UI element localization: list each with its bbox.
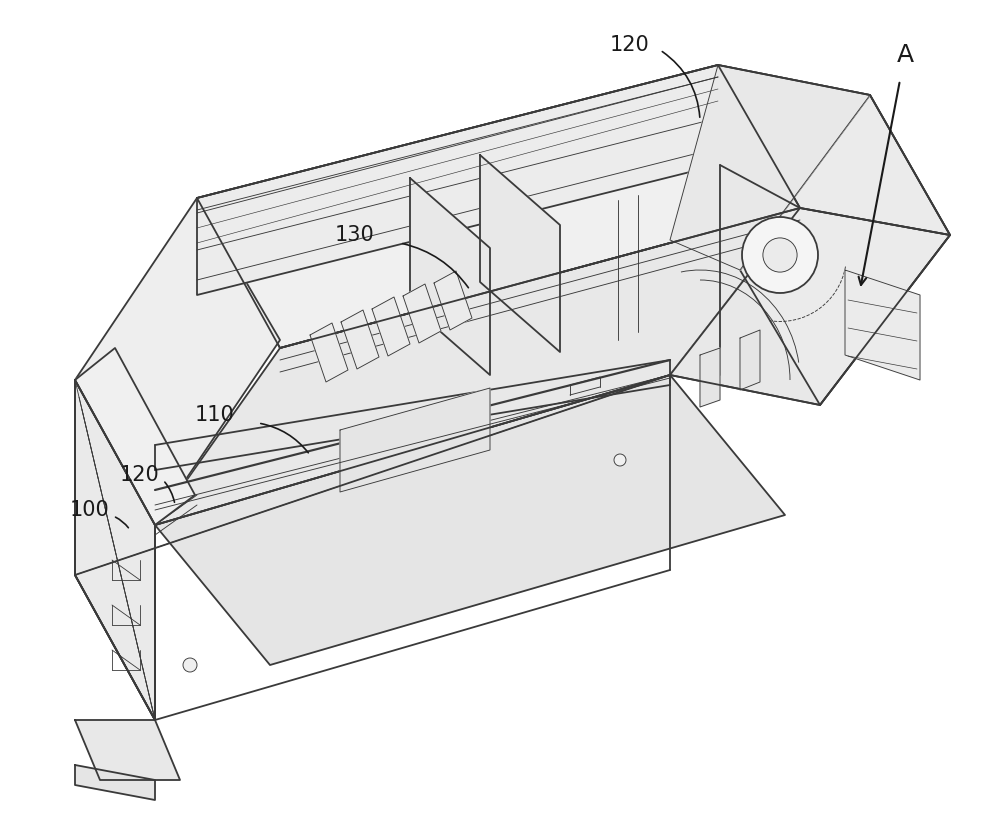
Circle shape	[183, 658, 197, 672]
Polygon shape	[155, 208, 800, 525]
Polygon shape	[197, 65, 718, 295]
Text: A: A	[896, 43, 914, 67]
Polygon shape	[75, 198, 280, 525]
Polygon shape	[845, 270, 920, 380]
Polygon shape	[670, 65, 870, 270]
Polygon shape	[740, 330, 760, 390]
Polygon shape	[75, 380, 155, 720]
Circle shape	[614, 454, 626, 466]
Text: 130: 130	[335, 225, 375, 245]
Polygon shape	[372, 297, 410, 356]
Circle shape	[763, 238, 797, 272]
Text: 100: 100	[70, 500, 110, 520]
Polygon shape	[740, 95, 950, 405]
Polygon shape	[75, 720, 180, 780]
Polygon shape	[310, 323, 348, 382]
Text: 120: 120	[610, 35, 650, 55]
Polygon shape	[403, 284, 441, 343]
Polygon shape	[340, 388, 490, 492]
Polygon shape	[410, 178, 490, 375]
Polygon shape	[155, 375, 785, 665]
Polygon shape	[75, 348, 195, 525]
Polygon shape	[197, 65, 800, 348]
Polygon shape	[700, 348, 720, 407]
Polygon shape	[434, 271, 472, 330]
Text: 110: 110	[195, 405, 235, 425]
Polygon shape	[75, 765, 155, 800]
Text: 120: 120	[120, 465, 160, 485]
Polygon shape	[670, 208, 950, 405]
Circle shape	[742, 217, 818, 293]
Polygon shape	[341, 310, 379, 369]
Polygon shape	[480, 155, 560, 352]
Polygon shape	[718, 65, 950, 235]
